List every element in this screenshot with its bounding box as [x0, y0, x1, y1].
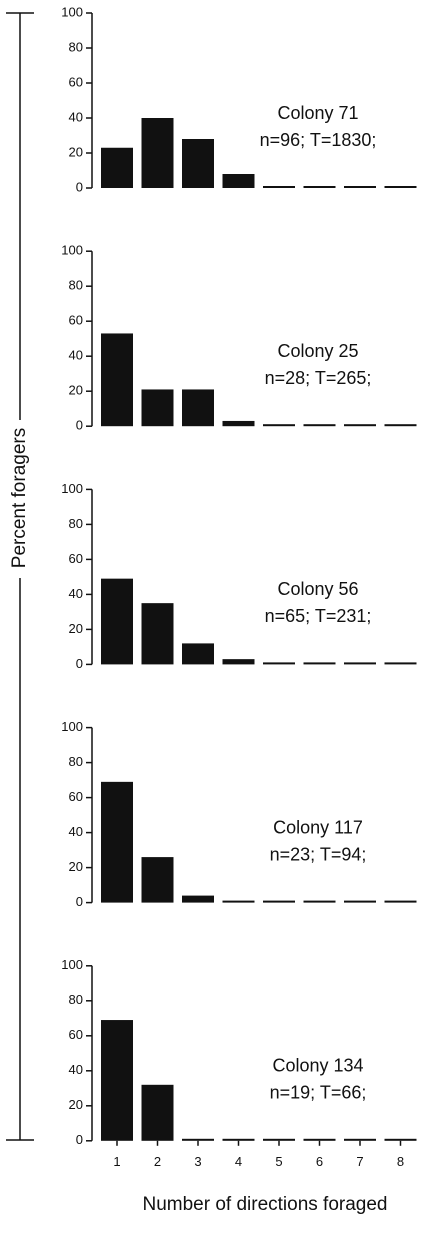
y-tick-label: 40 [69, 109, 83, 124]
bar [101, 578, 133, 665]
bar [384, 186, 417, 188]
y-tick-label: 80 [69, 992, 83, 1007]
y-tick-label: 100 [61, 481, 83, 496]
bar [222, 900, 255, 903]
bar [263, 900, 295, 903]
y-tick-label: 20 [69, 621, 83, 636]
bar [303, 186, 336, 188]
y-tick-label: 80 [69, 754, 83, 769]
y-tick-label: 20 [69, 1097, 83, 1112]
y-tick-label: 0 [76, 418, 83, 433]
bar [263, 424, 295, 427]
x-tick-label: 3 [194, 1154, 201, 1169]
bar [344, 186, 376, 188]
x-axis-label: Number of directions foraged [142, 1194, 387, 1215]
bar [222, 659, 255, 665]
y-tick-label: 100 [61, 243, 83, 258]
panel-title: Colony 71 [277, 103, 358, 123]
bar [344, 424, 376, 427]
x-tick-label: 4 [235, 1154, 242, 1169]
bar [101, 147, 133, 188]
bar [303, 424, 336, 427]
y-tick-label: 60 [69, 313, 83, 328]
bar [263, 662, 295, 665]
y-tick-label: 20 [69, 383, 83, 398]
x-tick-label: 2 [154, 1154, 161, 1169]
y-tick-label: 100 [61, 719, 83, 734]
bar [182, 139, 214, 188]
panel-title: Colony 134 [272, 1056, 363, 1076]
y-tick-label: 80 [69, 516, 83, 531]
y-tick-label: 0 [76, 656, 83, 671]
bar [141, 857, 174, 903]
y-tick-label: 80 [69, 39, 83, 54]
y-axis-label: Percent foragers [9, 428, 30, 568]
x-tick-label: 5 [275, 1154, 282, 1169]
y-tick-label: 60 [69, 551, 83, 566]
bar [101, 333, 133, 427]
bar [222, 174, 255, 188]
bar [182, 389, 214, 427]
y-tick-label: 100 [61, 957, 83, 972]
x-tick-label: 8 [397, 1154, 404, 1169]
bar [263, 186, 295, 188]
x-tick-label: 1 [113, 1154, 120, 1169]
panel-subtitle: n=19; T=66; [270, 1083, 367, 1103]
bar [384, 424, 417, 427]
bar [344, 662, 376, 665]
y-tick-label: 0 [76, 179, 83, 194]
x-tick-label: 7 [356, 1154, 363, 1169]
bar [141, 118, 174, 188]
y-tick-label: 0 [76, 1132, 83, 1147]
bar [222, 1138, 255, 1141]
bar [384, 1138, 417, 1141]
panel-subtitle: n=65; T=231; [265, 606, 372, 626]
bar [344, 900, 376, 903]
panel-subtitle: n=96; T=1830; [260, 130, 377, 150]
bar [141, 603, 174, 665]
panel-title: Colony 117 [273, 817, 363, 837]
bar [222, 420, 255, 427]
y-tick-label: 60 [69, 1027, 83, 1042]
panel-title: Colony 56 [277, 579, 358, 599]
bar [101, 1020, 133, 1141]
y-tick-label: 60 [69, 789, 83, 804]
bar [303, 662, 336, 665]
bar [303, 900, 336, 903]
bar [344, 1138, 376, 1141]
y-tick-label: 0 [76, 894, 83, 909]
x-tick-label: 6 [316, 1154, 323, 1169]
bar [182, 643, 214, 665]
bar [141, 389, 174, 427]
bar [101, 781, 133, 903]
bar [263, 1138, 295, 1141]
y-tick-label: 20 [69, 144, 83, 159]
bar [182, 1138, 214, 1141]
y-tick-label: 40 [69, 824, 83, 839]
y-tick-label: 80 [69, 278, 83, 293]
y-tick-label: 40 [69, 348, 83, 363]
bar [384, 662, 417, 665]
panel-subtitle: n=23; T=94; [270, 844, 367, 864]
bar [303, 1138, 336, 1141]
bar [384, 900, 417, 903]
y-tick-label: 100 [61, 4, 83, 19]
bar [141, 1084, 174, 1141]
y-tick-label: 40 [69, 586, 83, 601]
y-tick-label: 20 [69, 859, 83, 874]
y-tick-label: 40 [69, 1062, 83, 1077]
y-tick-label: 60 [69, 74, 83, 89]
panel-title: Colony 25 [277, 341, 358, 361]
bar [182, 895, 214, 903]
panel-subtitle: n=28; T=265; [265, 368, 372, 388]
